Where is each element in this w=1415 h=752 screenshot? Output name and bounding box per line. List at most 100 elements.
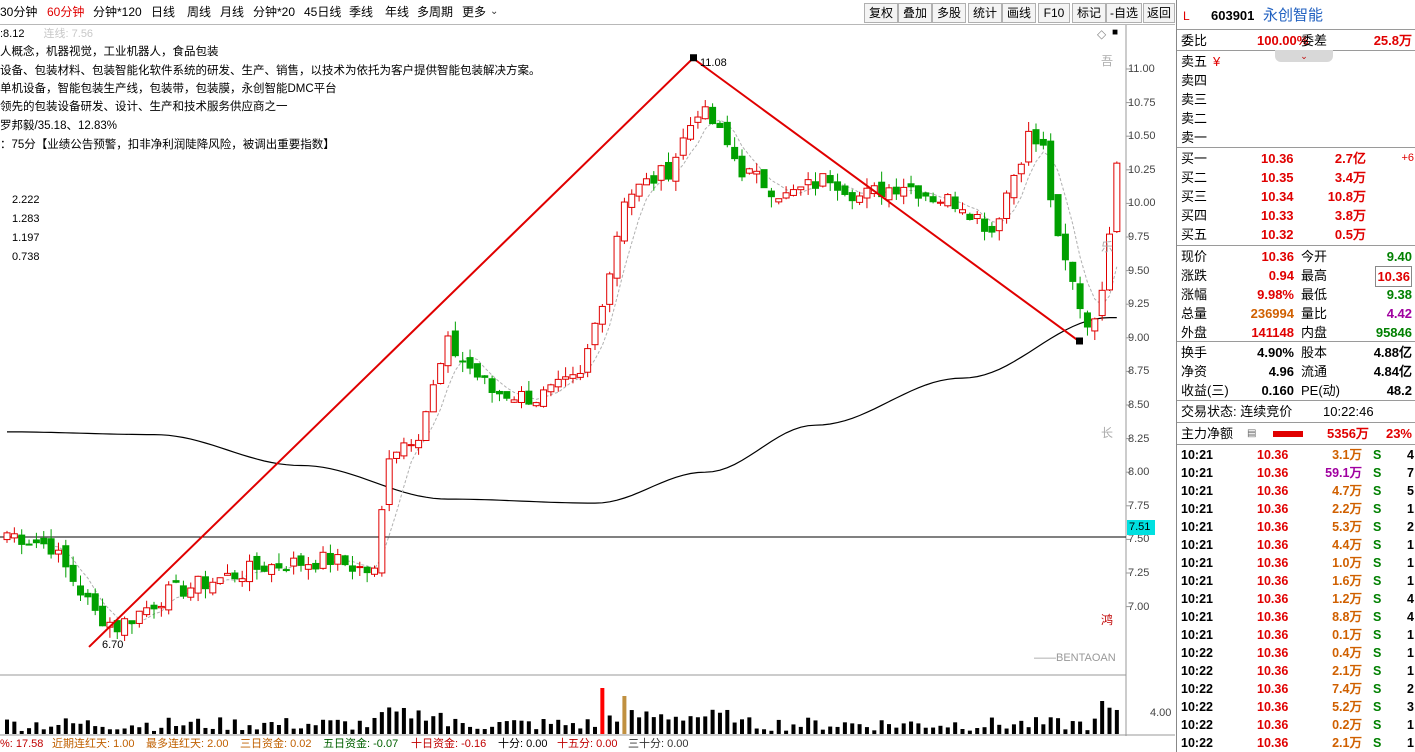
candle-down [929, 196, 937, 203]
period-quarterly[interactable]: 季线 [349, 5, 374, 19]
candle-up [819, 173, 827, 187]
tick-row[interactable]: 10:22 10.36 0.4万 S 1 [1181, 646, 1414, 660]
volume-bar [218, 717, 223, 734]
volume-bar [247, 725, 252, 734]
period-weekly[interactable]: 周线 [187, 5, 212, 19]
tick-row[interactable]: 10:21 10.36 0.1万 S 1 [1181, 628, 1414, 642]
tick-row[interactable]: 10:21 10.36 8.8万 S 4 [1181, 610, 1414, 624]
period-more[interactable]: 更多 [462, 5, 487, 19]
tick-row[interactable]: 10:22 10.36 7.4万 S 2 [1181, 682, 1414, 696]
tick-row[interactable]: 10:22 10.36 5.2万 S 3 [1181, 700, 1414, 714]
bid-row[interactable]: 买一 10.36 2.7亿 +6 [1181, 151, 1414, 166]
period-monthly[interactable]: 月线 [220, 5, 245, 19]
candle-down [459, 360, 467, 363]
volume-bar [313, 725, 318, 734]
ask-row[interactable]: 卖二 [1181, 111, 1208, 126]
volume-bar [350, 729, 355, 734]
tick-row[interactable]: 10:22 10.36 2.1万 S 1 [1181, 736, 1414, 750]
candle-up [863, 187, 871, 199]
mark-button[interactable]: 标记 [1072, 3, 1106, 23]
candle-up [268, 564, 276, 575]
period-yearly[interactable]: 年线 [385, 5, 410, 19]
volume-bar [717, 712, 722, 734]
ask-row[interactable]: 卖三 [1181, 92, 1208, 107]
ask-row[interactable]: 卖五 ¥ [1181, 54, 1221, 69]
tick-row[interactable]: 10:21 10.36 3.1万 S 4 [1181, 448, 1414, 462]
tick-row[interactable]: 10:21 10.36 4.4万 S 1 [1181, 538, 1414, 552]
volume-bar [1048, 717, 1053, 734]
scroll-handle-icon[interactable]: ■ [1112, 27, 1119, 38]
period-multi[interactable]: 多周期 [417, 5, 454, 19]
tick-row[interactable]: 10:21 10.36 4.7万 S 5 [1181, 484, 1414, 498]
volume-bar [5, 719, 9, 734]
candle-up [371, 567, 378, 575]
volume-bar [1011, 724, 1016, 734]
volume-bar [1100, 700, 1105, 734]
candle-down [709, 106, 717, 125]
period-daily[interactable]: 日线 [151, 5, 176, 19]
bid-row[interactable]: 买三 10.34 10.8万 [1181, 189, 1366, 204]
tick-row[interactable]: 10:21 10.36 1.0万 S 1 [1181, 556, 1414, 570]
candle-up [1003, 192, 1011, 219]
expand-arrow-icon[interactable]: ⌄ [1275, 50, 1333, 62]
candle-up [400, 442, 408, 457]
candle-up [407, 444, 415, 447]
tick-row[interactable]: 10:21 10.36 2.2万 S 1 [1181, 502, 1414, 516]
volume-bar [857, 724, 862, 734]
chevron-down-icon[interactable]: ⌄ [490, 6, 499, 17]
add-watchlist-button[interactable]: -自选 [1106, 3, 1142, 23]
tick-row[interactable]: 10:21 10.36 59.1万 S 7 [1181, 466, 1414, 480]
candle-up [1091, 318, 1099, 332]
statistics-button[interactable]: 统计 [968, 3, 1002, 23]
ask-row[interactable]: 卖一 [1181, 130, 1208, 145]
quote-row: 总量 236994 量比 4.42 [1181, 306, 1412, 321]
candle-down [172, 580, 180, 583]
indicator-value: 十分: 0.00 [498, 738, 548, 750]
candle-down [812, 181, 819, 189]
price-tick: 11.00 [1128, 63, 1155, 75]
draw-line-button[interactable]: 画线 [1002, 3, 1036, 23]
bid-row[interactable]: 买二 10.35 3.4万 [1181, 170, 1366, 185]
candle-up [135, 610, 143, 624]
volume-bar [1056, 718, 1061, 734]
candle-down [966, 213, 974, 221]
back-button[interactable]: 返回 [1143, 3, 1175, 23]
tick-row[interactable]: 10:21 10.36 1.2万 S 4 [1181, 592, 1414, 606]
volume-bar [615, 721, 620, 734]
volume-bar [166, 717, 171, 734]
ask-row[interactable]: 卖四 [1181, 73, 1208, 88]
f10-button[interactable]: F10 [1038, 3, 1070, 23]
list-icon[interactable]: ▤ [1247, 428, 1257, 439]
collapse-icon[interactable]: ◇ [1097, 27, 1107, 41]
bid-row[interactable]: 买五 10.32 0.5万 [1181, 227, 1366, 242]
stock-name[interactable]: 永创智能 [1263, 7, 1324, 24]
tick-row[interactable]: 10:22 10.36 0.2万 S 1 [1181, 718, 1414, 732]
candle-up [598, 305, 606, 325]
period-60min[interactable]: 60分钟 [47, 5, 85, 19]
volume-bar [534, 729, 539, 734]
volume-bar [872, 730, 877, 734]
restore-rights-button[interactable]: 复权 [864, 3, 898, 23]
candle-up [782, 192, 790, 199]
volume-bar [1041, 724, 1046, 734]
volume-bar [1085, 730, 1090, 734]
kline-chart[interactable] [0, 25, 1175, 736]
period-20min[interactable]: 分钟*20 [253, 5, 296, 19]
volume-bar [909, 721, 914, 734]
candle-down [981, 218, 989, 232]
tick-row[interactable]: 10:21 10.36 1.6万 S 1 [1181, 574, 1414, 588]
tick-row[interactable]: 10:21 10.36 5.3万 S 2 [1181, 520, 1414, 534]
candle-down [25, 543, 33, 546]
volume-bar [343, 721, 348, 734]
bid-row[interactable]: 买四 10.33 3.8万 [1181, 208, 1366, 223]
candle-up [591, 322, 599, 346]
overlay-button[interactable]: 叠加 [898, 3, 932, 23]
multi-stock-button[interactable]: 多股 [932, 3, 966, 23]
period-45day[interactable]: 45日线 [304, 5, 342, 19]
period-30min[interactable]: 30分钟 [0, 5, 38, 19]
period-120min[interactable]: 分钟*120 [93, 5, 142, 19]
tick-row[interactable]: 10:22 10.36 2.1万 S 1 [1181, 664, 1414, 678]
candle-up [393, 451, 401, 459]
volume-bar [526, 721, 531, 734]
